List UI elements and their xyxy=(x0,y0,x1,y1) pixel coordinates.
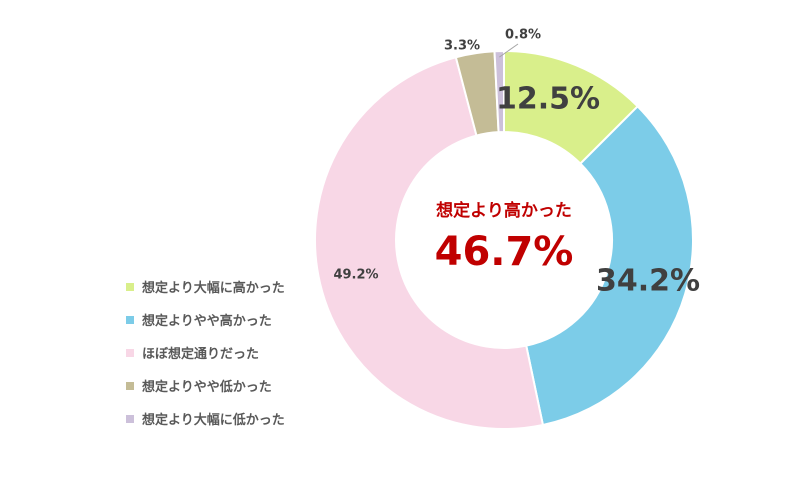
legend-swatch xyxy=(126,381,134,390)
value-label: 3.3% xyxy=(444,39,480,54)
legend-item: 想定より大幅に高かった xyxy=(126,270,285,303)
legend-swatch xyxy=(126,414,134,423)
legend-swatch xyxy=(126,348,134,357)
legend-label: 想定より大幅に低かった xyxy=(142,413,285,428)
legend-label: 想定よりやや低かった xyxy=(142,380,272,395)
legend-label: 想定よりやや高かった xyxy=(142,314,272,329)
legend-label: ほぼ想定通りだった xyxy=(142,347,260,362)
legend-label: 想定より大幅に高かった xyxy=(142,281,285,296)
value-label: 34.2% xyxy=(596,264,700,299)
donut-slice xyxy=(493,49,505,134)
center-label: 想定より高かった xyxy=(436,201,572,221)
legend-item: ほぼ想定通りだった xyxy=(126,336,285,369)
legend: 想定より大幅に高かった 想定よりやや高かった ほぼ想定通りだった 想定よりやや低… xyxy=(126,270,285,435)
donut-slice xyxy=(525,104,694,427)
legend-item: 想定より大幅に低かった xyxy=(126,402,285,435)
donut-slice xyxy=(314,56,545,430)
center-summary: 想定より高かった 46.7% xyxy=(396,200,612,276)
legend-item: 想定よりやや低かった xyxy=(126,369,285,402)
value-label: 49.2% xyxy=(333,268,378,283)
value-label: 0.8% xyxy=(505,28,541,43)
leader-line xyxy=(499,43,519,58)
center-value: 46.7% xyxy=(434,229,574,275)
legend-swatch xyxy=(126,315,134,324)
legend-swatch xyxy=(126,282,134,291)
legend-item: 想定よりやや高かった xyxy=(126,303,285,336)
value-label: 12.5% xyxy=(496,82,600,117)
